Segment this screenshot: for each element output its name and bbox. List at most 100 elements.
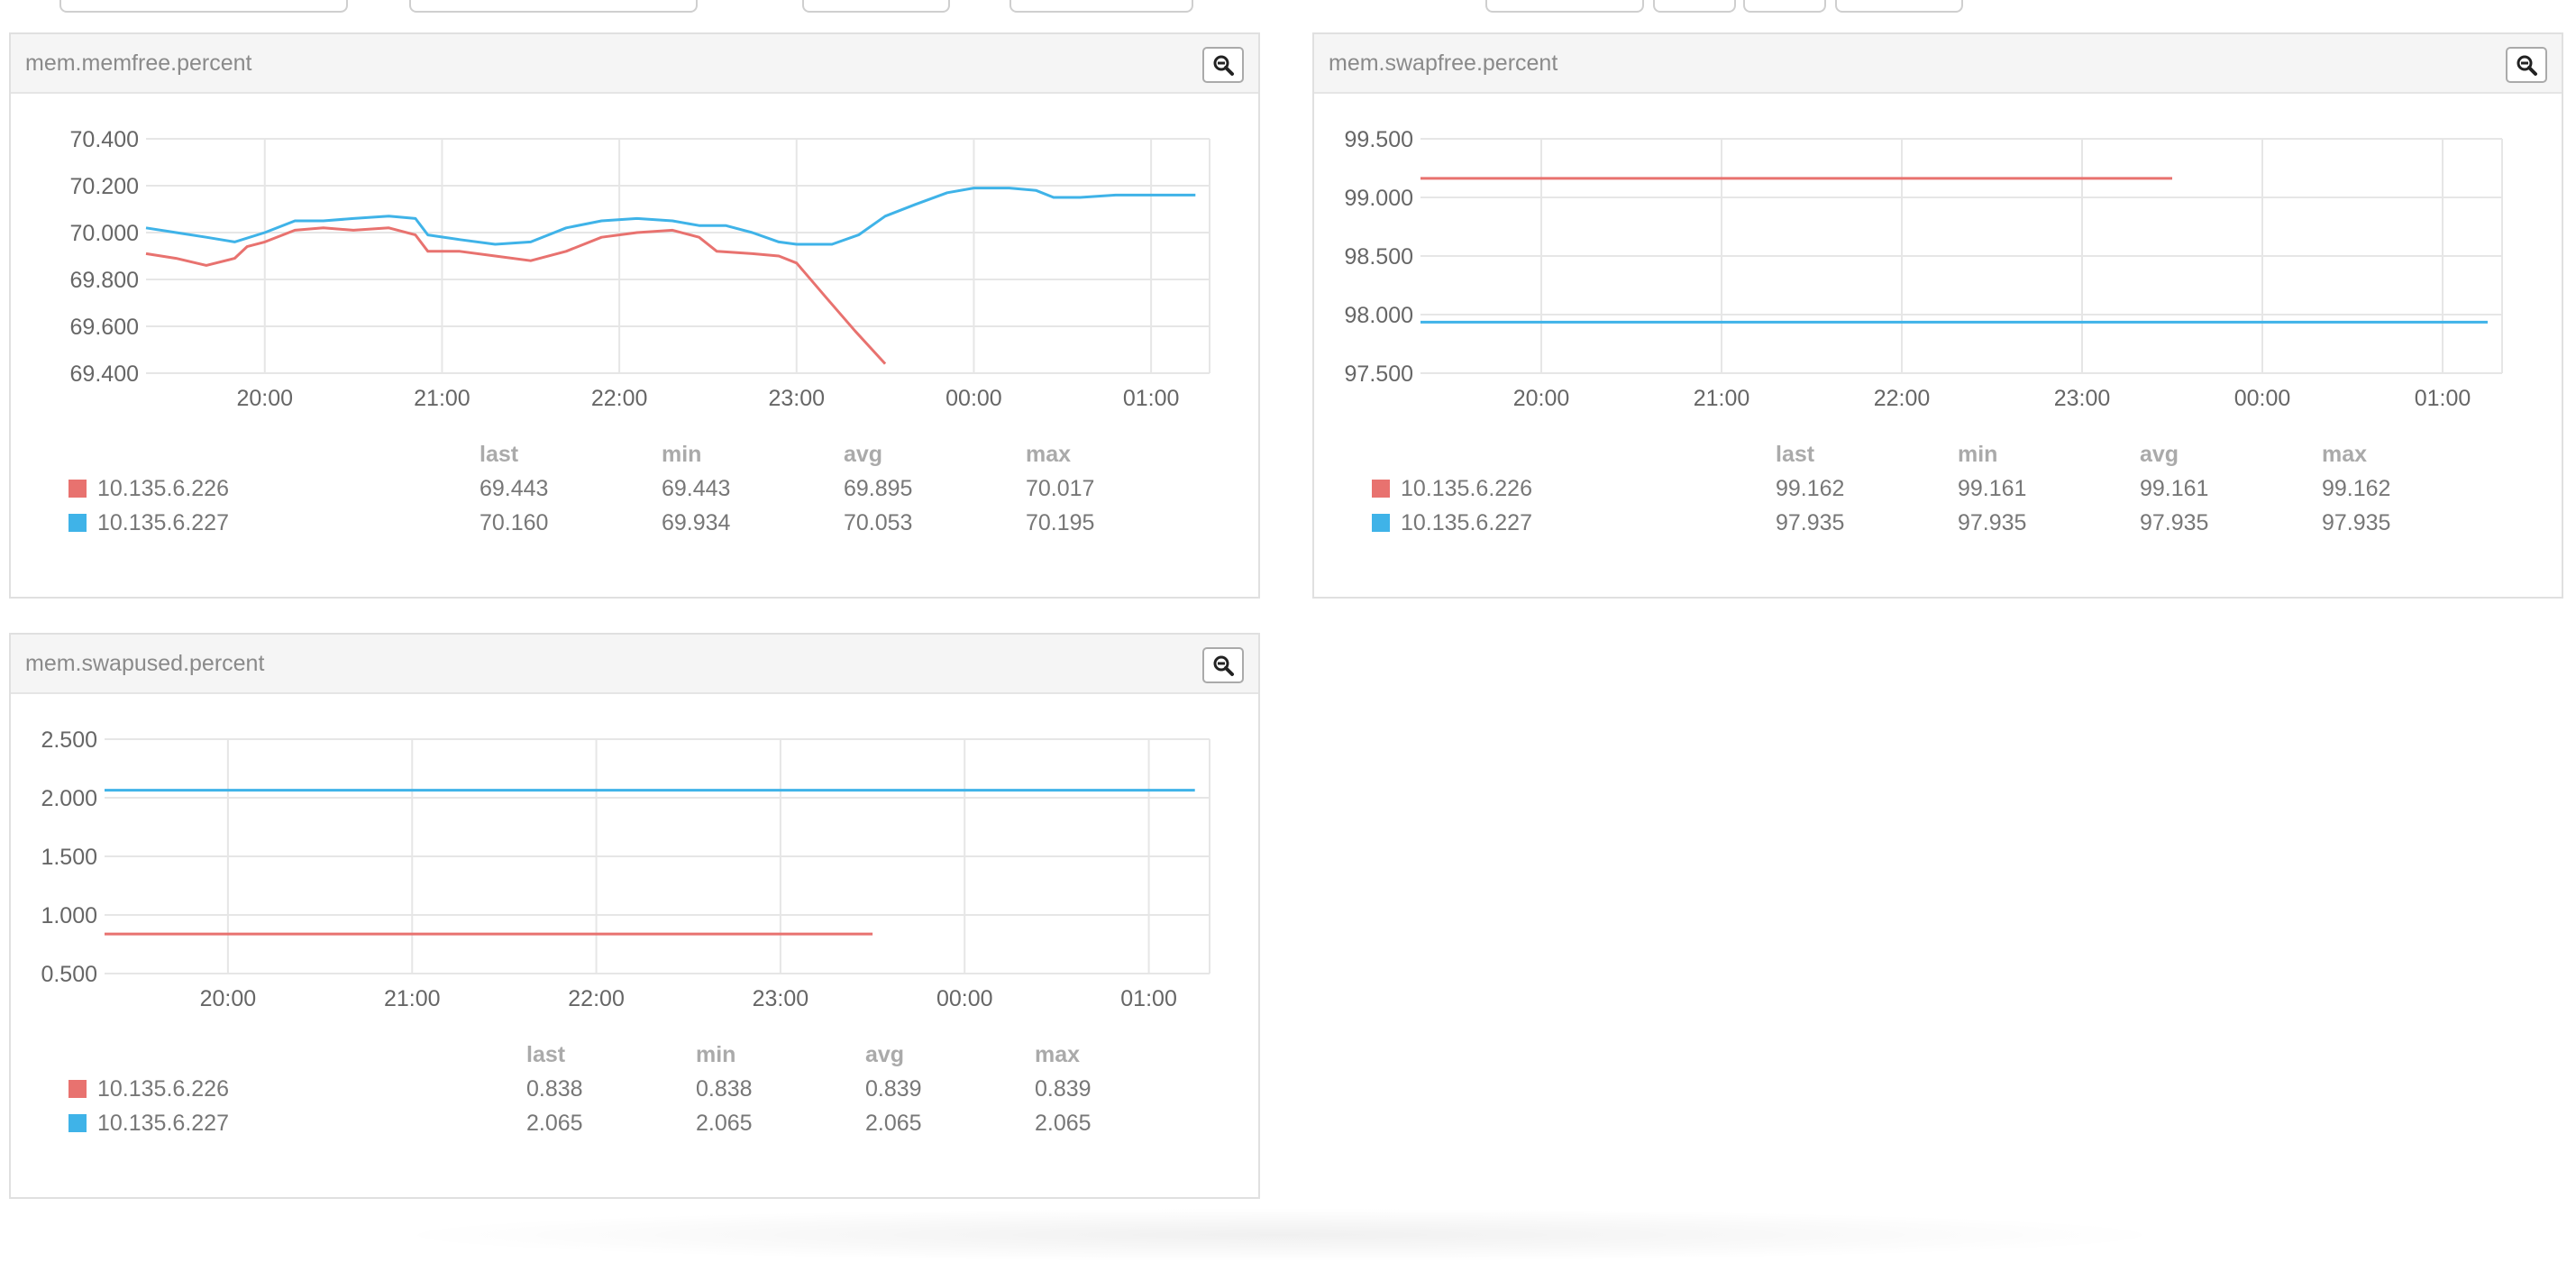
- y-tick-label: 70.200: [70, 174, 139, 199]
- x-tick-label: 23:00: [2054, 386, 2111, 411]
- legend-value-min: 0.838: [696, 1076, 753, 1102]
- zoom-out-icon: [1213, 55, 1234, 76]
- x-tick-label: 22:00: [568, 986, 625, 1011]
- legend-value-min: 69.443: [662, 476, 731, 501]
- x-tick-label: 01:00: [1120, 986, 1177, 1011]
- panel-swapused: mem.swapused.percent 2.500 2.000 1.500 1.00…: [9, 633, 1260, 1199]
- legend-value-last: 97.935: [1776, 510, 1845, 535]
- top-button-3[interactable]: [1485, 0, 1644, 13]
- legend-value-min: 97.935: [1958, 510, 2027, 535]
- legend-header-max: max: [1026, 442, 1072, 467]
- y-tick-label: 69.800: [70, 268, 139, 293]
- legend-value-min: 69.934: [662, 510, 731, 535]
- legend-value-last: 2.065: [526, 1111, 583, 1136]
- top-button-2[interactable]: [1009, 0, 1193, 13]
- legend-swatch: [69, 514, 87, 532]
- top-button-5[interactable]: [1743, 0, 1826, 13]
- legend-row[interactable]: 10.135.6.227 97.935 97.935 97.935 97.935: [1314, 510, 2562, 537]
- legend-header-min: min: [696, 1042, 736, 1067]
- legend-swatch: [69, 1080, 87, 1098]
- y-tick-label: 69.400: [70, 361, 139, 387]
- x-tick-label: 00:00: [2234, 386, 2291, 411]
- panel-header: mem.swapfree.percent: [1314, 34, 2562, 94]
- y-tick-label: 70.000: [70, 221, 139, 246]
- legend-value-max: 70.195: [1026, 510, 1095, 535]
- series-line: [145, 226, 887, 365]
- x-tick-label: 22:00: [591, 386, 648, 411]
- x-tick-label: 23:00: [768, 386, 825, 411]
- top-select-1[interactable]: [59, 0, 348, 13]
- y-tick-label: 97.500: [1345, 361, 1413, 387]
- legend-value-avg: 2.065: [865, 1111, 922, 1136]
- legend-header-avg: avg: [844, 442, 883, 467]
- legend-header-min: min: [1958, 442, 1998, 467]
- x-tick-label: 01:00: [2415, 386, 2471, 411]
- x-tick-label: 20:00: [1513, 386, 1570, 411]
- panel-title: mem.memfree.percent: [25, 50, 252, 76]
- legend-header-avg: avg: [865, 1042, 905, 1067]
- zoom-out-button[interactable]: [1202, 647, 1244, 683]
- x-tick-label: 22:00: [1874, 386, 1931, 411]
- top-button-6[interactable]: [1835, 0, 1963, 13]
- zoom-out-icon: [2517, 55, 2537, 76]
- x-tick-label: 21:00: [384, 986, 441, 1011]
- panel-title: mem.swapfree.percent: [1329, 50, 1558, 76]
- legend-header-max: max: [1035, 1042, 1081, 1067]
- legend-series-name: 10.135.6.227: [97, 1111, 229, 1136]
- panel-title: mem.swapused.percent: [25, 651, 265, 676]
- panel-header: mem.swapused.percent: [11, 635, 1258, 694]
- legend-series-name: 10.135.6.227: [97, 510, 229, 535]
- legend-series-name: 10.135.6.227: [1401, 510, 1532, 535]
- legend-value-last: 69.443: [480, 476, 549, 501]
- series-line: [145, 187, 1196, 246]
- legend-value-max: 97.935: [2322, 510, 2391, 535]
- legend-row[interactable]: 10.135.6.226 0.838 0.838 0.839 0.839: [11, 1076, 1258, 1103]
- y-tick-label: 70.400: [70, 127, 139, 152]
- y-tick-label: 99.500: [1345, 127, 1413, 152]
- legend-value-avg: 0.839: [865, 1076, 922, 1102]
- x-tick-label: 00:00: [945, 386, 1002, 411]
- legend-header-min: min: [662, 442, 702, 467]
- panel-memfree: mem.memfree.percent 70.400 70.200 70.000 69…: [9, 32, 1260, 599]
- top-button-4[interactable]: [1653, 0, 1736, 13]
- zoom-out-button[interactable]: [2506, 47, 2547, 83]
- line-chart: 99.500 99.000 98.500 98.000 97.500 20:00 21:00…: [1345, 127, 2503, 411]
- legend-header-last: last: [480, 442, 519, 467]
- x-tick-label: 23:00: [753, 986, 809, 1011]
- top-button-1[interactable]: [802, 0, 950, 13]
- x-tick-label: 21:00: [414, 386, 470, 411]
- legend-value-last: 70.160: [480, 510, 549, 535]
- legend-swatch: [1372, 480, 1390, 498]
- y-tick-label: 98.000: [1345, 303, 1413, 328]
- legend-value-min: 99.161: [1958, 476, 2027, 501]
- x-tick-label: 21:00: [1694, 386, 1750, 411]
- legend-value-max: 0.839: [1035, 1076, 1092, 1102]
- y-tick-label: 0.500: [41, 962, 97, 987]
- y-tick-label: 99.000: [1345, 186, 1413, 211]
- legend-value-min: 2.065: [696, 1111, 753, 1136]
- panel-header: mem.memfree.percent: [11, 34, 1258, 94]
- legend-value-max: 70.017: [1026, 476, 1095, 501]
- zoom-out-button[interactable]: [1202, 47, 1244, 83]
- legend-value-avg: 99.161: [2140, 476, 2209, 501]
- legend-row[interactable]: 10.135.6.227 2.065 2.065 2.065 2.065: [11, 1111, 1258, 1138]
- panel-swapfree: mem.swapfree.percent 99.500 99.000 98.500 9…: [1312, 32, 2563, 599]
- y-tick-label: 1.500: [41, 845, 97, 870]
- line-chart: 70.400 70.200 70.000 69.800 69.600 69.400 20:0…: [70, 127, 1210, 411]
- legend-header-max: max: [2322, 442, 2368, 467]
- legend-row[interactable]: 10.135.6.226 99.162 99.161 99.161 99.162: [1314, 476, 2562, 503]
- legend-header-avg: avg: [2140, 442, 2179, 467]
- legend-value-max: 99.162: [2322, 476, 2391, 501]
- top-select-2[interactable]: [409, 0, 698, 13]
- y-tick-label: 2.500: [41, 727, 97, 753]
- legend-swatch: [69, 1114, 87, 1132]
- legend-value-last: 0.838: [526, 1076, 583, 1102]
- legend-row[interactable]: 10.135.6.226 69.443 69.443 69.895 70.017: [11, 476, 1258, 503]
- x-tick-label: 20:00: [236, 386, 293, 411]
- page-shadow: [379, 1208, 2181, 1262]
- y-tick-label: 2.000: [41, 786, 97, 811]
- legend-value-last: 99.162: [1776, 476, 1845, 501]
- legend-row[interactable]: 10.135.6.227 70.160 69.934 70.053 70.195: [11, 510, 1258, 537]
- legend-value-avg: 69.895: [844, 476, 913, 501]
- legend-series-name: 10.135.6.226: [97, 1076, 229, 1102]
